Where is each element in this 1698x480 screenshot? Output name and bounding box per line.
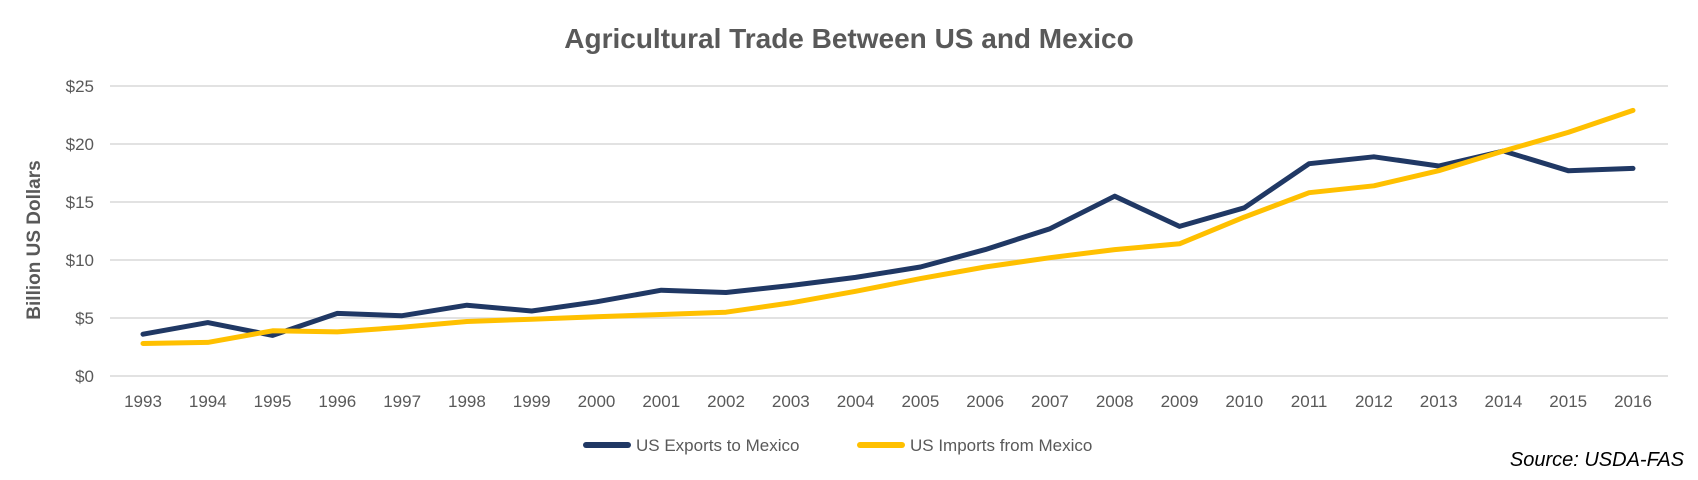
y-axis-label: Billion US Dollars [24, 160, 45, 319]
x-tick-label: 2000 [578, 392, 616, 411]
x-tick-label: 2012 [1355, 392, 1393, 411]
x-tick-label: 2014 [1485, 392, 1523, 411]
y-tick-label: $5 [75, 309, 94, 328]
y-tick-labels: $0 $5 $10 $15 $20 $25 [66, 77, 94, 386]
x-tick-label: 2001 [642, 392, 680, 411]
x-tick-label: 2005 [901, 392, 939, 411]
source-note: Source: USDA-FAS [1510, 449, 1685, 471]
x-tick-label: 1998 [448, 392, 486, 411]
x-tick-label: 2003 [772, 392, 810, 411]
gridlines [110, 85, 1668, 377]
x-tick-label: 2011 [1291, 392, 1328, 411]
x-tick-label: 2010 [1225, 392, 1263, 411]
x-tick-label: 2006 [966, 392, 1004, 411]
legend-label-imports: US Imports from Mexico [910, 436, 1092, 455]
y-tick-label: $15 [66, 193, 94, 212]
x-tick-label: 1996 [318, 392, 356, 411]
x-tick-label: 1994 [189, 392, 227, 411]
x-tick-label: 1997 [383, 392, 421, 411]
x-tick-label: 2004 [837, 392, 875, 411]
x-tick-label: 1995 [254, 392, 292, 411]
chart-title: Agricultural Trade Between US and Mexico [564, 23, 1133, 54]
x-tick-labels: 1993 1994 1995 1996 1997 1998 1999 2000 2001 2002… [124, 392, 1652, 411]
legend: US Exports to Mexico US Imports from Mex… [583, 436, 1092, 455]
x-tick-label: 2016 [1614, 392, 1652, 411]
x-tick-label: 1999 [513, 392, 551, 411]
series-line-exports [140, 148, 1636, 338]
x-tick-label: 2007 [1031, 392, 1069, 411]
series-line-imports [140, 107, 1636, 346]
series-lines [140, 107, 1636, 346]
x-tick-label: 2015 [1549, 392, 1587, 411]
y-tick-label: $25 [66, 77, 94, 96]
x-tick-label: 2009 [1161, 392, 1199, 411]
y-tick-label: $0 [75, 367, 94, 386]
x-tick-label: 2002 [707, 392, 745, 411]
x-tick-label: 2008 [1096, 392, 1134, 411]
y-tick-label: $10 [66, 251, 94, 270]
x-tick-label: 2013 [1420, 392, 1458, 411]
y-tick-label: $20 [66, 135, 94, 154]
x-tick-label: 1993 [124, 392, 162, 411]
legend-label-exports: US Exports to Mexico [636, 436, 799, 455]
